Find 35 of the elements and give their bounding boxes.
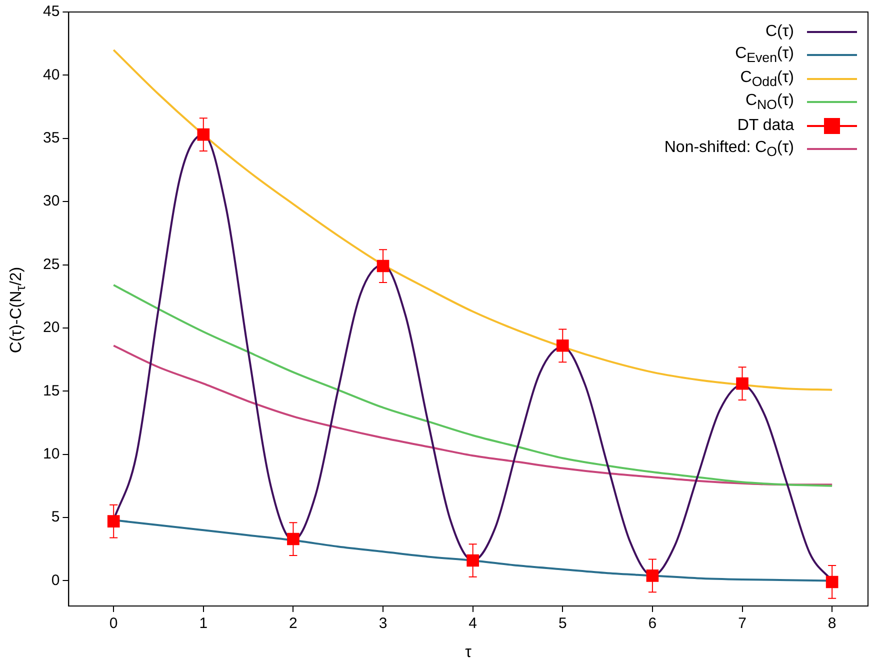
line-series — [112, 284, 834, 487]
x-tick-label: 2 — [289, 615, 298, 632]
x-tick-label: 3 — [378, 615, 388, 632]
point — [646, 570, 659, 582]
y-tick-label: 20 — [42, 319, 60, 336]
y-tick-label: 15 — [42, 382, 60, 400]
y-tick-label: 45 — [42, 3, 60, 20]
x-tick-label: 8 — [828, 615, 836, 632]
line-series — [112, 344, 834, 486]
x-tick-label: 7 — [738, 615, 746, 632]
y-tick-label: 0 — [51, 572, 60, 589]
x-tick-label: 1 — [199, 615, 208, 632]
y-tick-label: 25 — [42, 256, 60, 273]
y-tick-label: 10 — [42, 445, 60, 462]
point — [736, 377, 748, 390]
legend-label: C$_{Odd}$(τ) — [740, 68, 794, 89]
legend-label: C(τ) — [765, 22, 794, 41]
x-tick-label: 6 — [648, 615, 657, 632]
point — [107, 515, 120, 528]
legend-label: Non-shifted: C$_{O}$(τ) — [664, 139, 794, 160]
point — [466, 554, 479, 567]
point — [556, 339, 569, 352]
legend-label: DT data — [737, 116, 794, 135]
y-tick-label: 5 — [51, 508, 60, 526]
legend-label: C$_{NO}$(τ) — [745, 92, 794, 112]
point — [287, 532, 300, 546]
x-tick-label: 0 — [109, 615, 118, 632]
x-tick-label: 5 — [558, 615, 567, 632]
x-tick-label: 4 — [468, 615, 478, 632]
legend-label: C$_{Even}$(τ) — [735, 45, 794, 66]
y-tick-label: 40 — [42, 66, 60, 84]
point — [197, 128, 210, 141]
y-tick-label: 35 — [42, 130, 60, 147]
x-axis-title: τ — [465, 644, 472, 662]
y-tick-label: 30 — [42, 192, 60, 210]
